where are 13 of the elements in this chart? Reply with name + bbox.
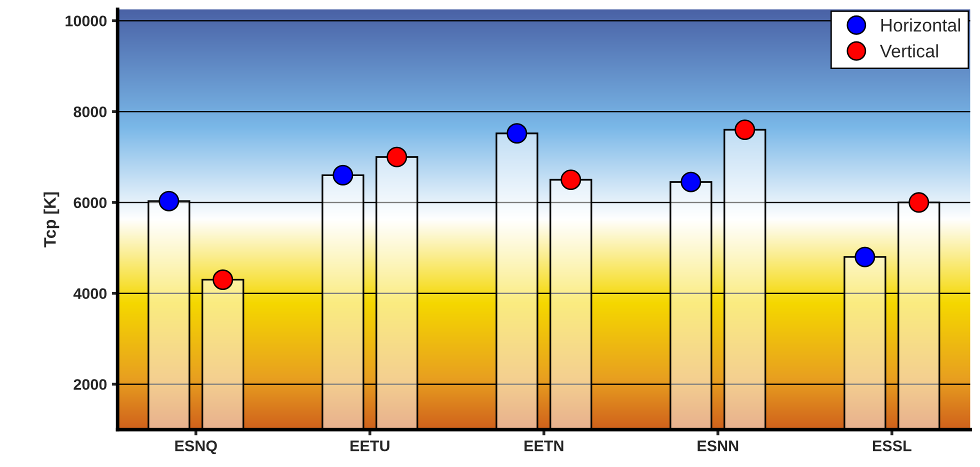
x-tick-label: ESSL	[872, 440, 912, 452]
x-tick-label: ESNN	[698, 440, 738, 452]
y-tick-label: 4000	[73, 288, 107, 300]
x-tick-label: ESNQ	[175, 440, 217, 454]
y-tick-label: 2000	[74, 379, 107, 390]
y-axis-title: Tcp [K]	[44, 192, 60, 248]
legend-label: Horizontal	[881, 18, 960, 32]
legend-label: Vertical	[880, 44, 938, 58]
y-tick-label: 6000	[74, 197, 107, 208]
x-tick-label: EETN	[524, 440, 564, 452]
y-tick-label: 10000	[66, 16, 107, 26]
y-tick-label: 8000	[74, 106, 107, 118]
x-tick-label: EETU	[350, 440, 390, 452]
